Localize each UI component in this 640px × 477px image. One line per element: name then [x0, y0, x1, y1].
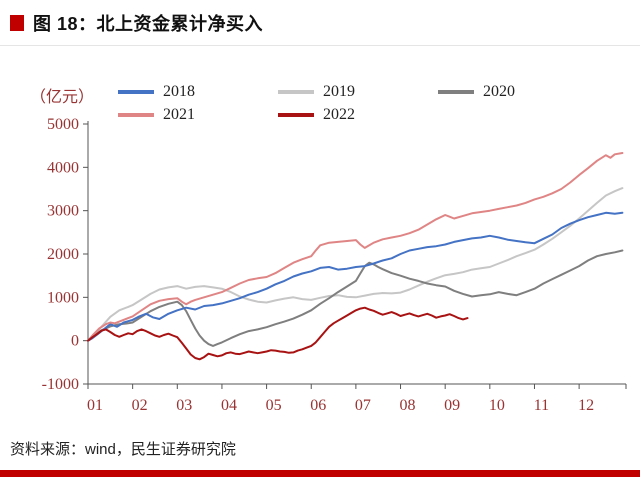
x-tick-label: 02: [132, 397, 148, 414]
series-line-2018: [87, 211, 624, 342]
y-tick-label: 4000: [47, 159, 79, 176]
series-line-2021: [87, 152, 624, 342]
line-chart-svg: 5000 4000 3000 2000 1000 0 -1000 01 02 03 04 05 06 07…: [42, 116, 627, 414]
legend-label: 2019: [323, 82, 355, 100]
legend-item-2020: 2020: [438, 80, 598, 103]
figure-title: 图 18：北上资金累计净买入: [33, 13, 264, 34]
legend-swatch-2019: [278, 89, 314, 94]
y-tick-label: 1000: [47, 289, 79, 306]
figure-header: 图 18：北上资金累计净买入: [0, 0, 640, 46]
legend-label: 2020: [483, 82, 515, 100]
y-tick-label: 3000: [47, 203, 79, 220]
x-tick-label: 06: [310, 397, 326, 414]
legend-item-2018: 2018: [118, 80, 278, 103]
legend-item-2019: 2019: [278, 80, 438, 103]
legend-swatch-2020: [438, 89, 474, 94]
source-note: 资料来源：wind，民生证券研究院: [10, 441, 236, 458]
legend-label: 2021: [163, 105, 195, 123]
x-tick-label: 11: [534, 397, 549, 414]
legend-swatch-2021: [118, 112, 154, 117]
legend-item-2021: 2021: [118, 103, 278, 126]
x-tick-label: 10: [489, 397, 505, 414]
chart-legend: 2018 2019 2020 2021 2022: [118, 80, 628, 126]
footer: 资料来源：wind，民生证券研究院: [10, 438, 236, 459]
legend-area: （亿元） 2018 2019 2020 2021 2022: [0, 80, 640, 130]
legend-item-2022: 2022: [278, 103, 438, 126]
series-line-2020: [87, 249, 624, 347]
y-tick-label: -1000: [42, 376, 79, 393]
legend-label: 2022: [323, 105, 355, 123]
x-tick-label: 01: [87, 397, 103, 414]
legend-label: 2018: [163, 82, 195, 100]
y-tick-label: 5000: [47, 116, 79, 133]
x-tick-label: 05: [266, 397, 282, 414]
x-tick-label: 04: [221, 397, 237, 414]
brand-bar: [0, 470, 640, 477]
title-accent-square: [10, 14, 24, 31]
x-tick-label: 09: [444, 397, 460, 414]
legend-swatch-2018: [118, 89, 154, 94]
y-tick-label: 2000: [47, 246, 79, 263]
x-tick-label: 07: [355, 397, 371, 414]
series-line-2019: [87, 187, 624, 342]
y-axis-unit-label: （亿元）: [30, 89, 95, 106]
legend-swatch-2022: [278, 112, 314, 117]
y-tick-label: 0: [71, 333, 79, 350]
x-tick-label: 08: [400, 397, 416, 414]
x-tick-label: 12: [578, 397, 594, 414]
x-tick-label: 03: [176, 397, 192, 414]
series-line-2022: [87, 306, 469, 361]
